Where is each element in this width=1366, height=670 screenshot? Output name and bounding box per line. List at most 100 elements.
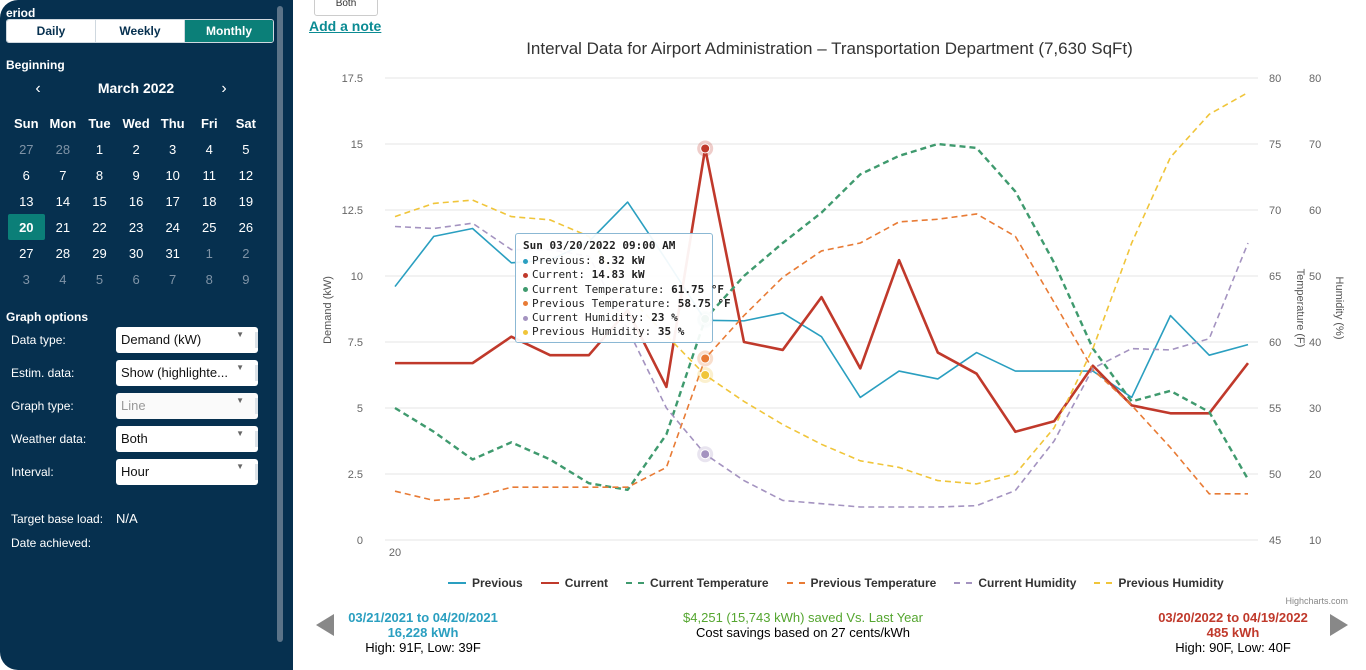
calendar-day[interactable]: 9 — [242, 271, 250, 287]
legend-item[interactable]: Previous Humidity — [1094, 576, 1224, 590]
calendar-day[interactable]: 22 — [92, 219, 107, 235]
calendar-day[interactable]: 12 — [238, 167, 254, 183]
calendar-day[interactable]: 1 — [95, 141, 104, 157]
calendar-day[interactable]: 21 — [55, 219, 71, 235]
series-line-previous-temperature[interactable] — [394, 213, 1248, 502]
period-tab-daily[interactable]: Daily — [7, 20, 96, 42]
chart-title: Interval Data for Airport Administration… — [526, 39, 1133, 58]
series-dot-icon — [523, 272, 528, 278]
period-tabs: Daily Weekly Monthly — [6, 19, 274, 43]
graph-option-select[interactable]: Show (highlighte... ▼ — [116, 360, 258, 386]
calendar-day[interactable]: 19 — [238, 193, 254, 209]
calendar-day[interactable]: 16 — [128, 193, 144, 209]
next-period-arrow-icon[interactable] — [1330, 614, 1348, 636]
current-period-summary: 03/20/2022 to 04/19/2022 485 kWh High: 9… — [1143, 610, 1323, 655]
tooltip-value: 14.83 kW — [591, 268, 645, 282]
calendar-day[interactable]: 4 — [205, 141, 213, 157]
target-base-load-value: N/A — [116, 511, 138, 526]
calendar-next-button[interactable]: › — [221, 80, 227, 97]
humidity-tick-label: 80 — [1309, 73, 1321, 85]
legend-swatch-icon — [1094, 582, 1113, 584]
interval-chart[interactable]: 0 2.5 5 7.5 10 12.5 15 17.5 45 50 55 60 65 70 75 80 10… — [293, 0, 1366, 600]
graph-option-select[interactable]: Demand (kW) ▼ — [116, 327, 258, 353]
graph-option-value: Hour — [121, 464, 150, 479]
tooltip-label: Previous Temperature: — [532, 296, 678, 310]
calendar-day[interactable]: 2 — [242, 245, 250, 261]
calendar-day[interactable]: 28 — [55, 245, 71, 261]
humidity-tick-label: 60 — [1309, 205, 1321, 217]
graph-option-select[interactable]: Both ▼ — [116, 426, 258, 452]
legend-label: Previous — [472, 576, 523, 590]
calendar-day[interactable]: 7 — [169, 271, 177, 287]
legend-item[interactable]: Previous — [448, 576, 523, 590]
tooltip-header: Sun 03/20/2022 09:00 AM — [523, 239, 676, 252]
period-tab-monthly[interactable]: Monthly — [185, 20, 273, 42]
current-kwh: 485 kWh — [1206, 625, 1260, 640]
legend-item[interactable]: Previous Temperature — [786, 576, 936, 590]
calendar-weekday: Thu — [160, 115, 185, 131]
calendar-day[interactable]: 8 — [95, 167, 104, 183]
series-line-previous-humidity[interactable] — [394, 91, 1249, 485]
calendar-day[interactable]: 1 — [205, 245, 213, 261]
series-line-current-temperature[interactable] — [394, 142, 1250, 492]
previous-period-arrow-icon[interactable] — [316, 614, 334, 636]
calendar-day[interactable]: 6 — [22, 167, 30, 183]
period-tab-weekly[interactable]: Weekly — [96, 20, 185, 42]
savings-note: Cost savings based on 27 cents/kWh — [696, 625, 910, 640]
calendar-day[interactable]: 27 — [19, 245, 34, 261]
calendar-day[interactable]: 8 — [205, 271, 213, 287]
calendar-day[interactable]: 18 — [202, 193, 217, 209]
add-note-link[interactable]: Add a note — [309, 18, 382, 34]
graph-option-value: Demand (kW) — [121, 332, 202, 347]
series-line-current[interactable] — [395, 147, 1250, 434]
calendar-day[interactable]: 15 — [92, 193, 107, 209]
calendar-day[interactable]: 23 — [128, 219, 144, 235]
humidity-tick-label: 20 — [1309, 469, 1321, 481]
highcharts-credits[interactable]: Highcharts.com — [1285, 596, 1348, 606]
calendar-day[interactable]: 29 — [92, 245, 107, 261]
humidity-tick-label: 70 — [1309, 139, 1321, 151]
calendar-day[interactable]: 6 — [132, 271, 140, 287]
legend-item[interactable]: Current — [540, 576, 608, 590]
calendar-day[interactable]: 5 — [95, 271, 104, 287]
calendar-day[interactable]: 17 — [165, 193, 180, 209]
chevron-down-icon: ▼ — [236, 429, 244, 438]
tooltip-label: Previous Humidity: — [532, 325, 658, 339]
calendar-day[interactable]: 14 — [55, 193, 71, 209]
legend-item[interactable]: Current Temperature — [626, 576, 769, 590]
calendar-day[interactable]: 3 — [169, 141, 177, 157]
calendar-day[interactable]: 3 — [22, 271, 30, 287]
calendar-day[interactable]: 9 — [132, 167, 140, 183]
calendar-day[interactable]: 2 — [132, 141, 140, 157]
calendar-day[interactable]: 5 — [242, 141, 250, 157]
tooltip-row: Current Temperature: 61.75 °F — [523, 283, 724, 297]
calendar-day[interactable]: 27 — [19, 141, 34, 157]
calendar-day[interactable]: 11 — [202, 167, 217, 183]
legend-item[interactable]: Current Humidity — [954, 576, 1076, 590]
resize-handle — [255, 431, 258, 447]
calendar-prev-button[interactable]: ‹ — [35, 80, 41, 97]
graph-option-value: Both — [121, 431, 148, 446]
sidebar-scrollbar[interactable] — [277, 6, 283, 642]
chevron-down-icon: ▼ — [236, 396, 244, 405]
calendar-day[interactable]: 30 — [128, 245, 144, 261]
calendar-day[interactable]: 25 — [202, 219, 217, 235]
tooltip-label: Current Humidity: — [532, 311, 652, 325]
temperature-axis-ticks: 45 50 55 60 65 70 75 80 — [1269, 73, 1281, 547]
calendar-day[interactable]: 10 — [165, 167, 180, 183]
calendar-day[interactable]: 31 — [165, 245, 180, 261]
calendar-day[interactable]: 26 — [238, 219, 254, 235]
calendar-day[interactable]: 24 — [165, 219, 180, 235]
calendar-day[interactable]: 28 — [55, 141, 71, 157]
calendar-day-selected[interactable]: 20 — [8, 214, 45, 240]
graph-options-label: Graph options — [6, 310, 88, 324]
graph-option-select[interactable]: Hour ▼ — [116, 459, 258, 485]
calendar-day[interactable]: 13 — [19, 193, 34, 209]
chevron-down-icon: ▼ — [236, 363, 244, 372]
humidity-tick-label: 30 — [1309, 403, 1321, 415]
calendar-day[interactable]: 7 — [59, 167, 67, 183]
calendar-day[interactable]: 4 — [59, 271, 67, 287]
graph-option-label: Graph type: — [11, 399, 74, 413]
both-button[interactable]: Both — [314, 0, 378, 16]
